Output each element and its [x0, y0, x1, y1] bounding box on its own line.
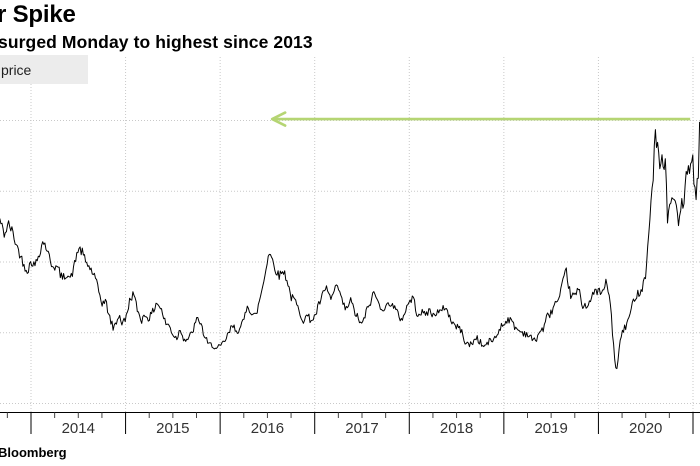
x-axis-year-label: 2020 — [629, 420, 662, 437]
chart-subtitle: surged Monday to highest since 2013 — [0, 32, 313, 52]
x-axis-year-label: 2014 — [62, 420, 95, 437]
x-axis-year-label: 2015 — [156, 420, 189, 437]
legend-series-label: price — [1, 61, 32, 78]
x-axis-year-label: 2017 — [345, 420, 378, 437]
chart-title: r Spike — [0, 1, 76, 28]
annotation-arrow-head — [270, 111, 287, 127]
source-attribution: Bloomberg — [0, 445, 67, 460]
x-axis-year-label: 2016 — [251, 420, 284, 437]
x-axis-year-label: 2018 — [440, 420, 473, 437]
x-axis-year-label: 2019 — [534, 420, 567, 437]
price-line — [0, 121, 700, 370]
legend-chip: price — [0, 55, 88, 84]
